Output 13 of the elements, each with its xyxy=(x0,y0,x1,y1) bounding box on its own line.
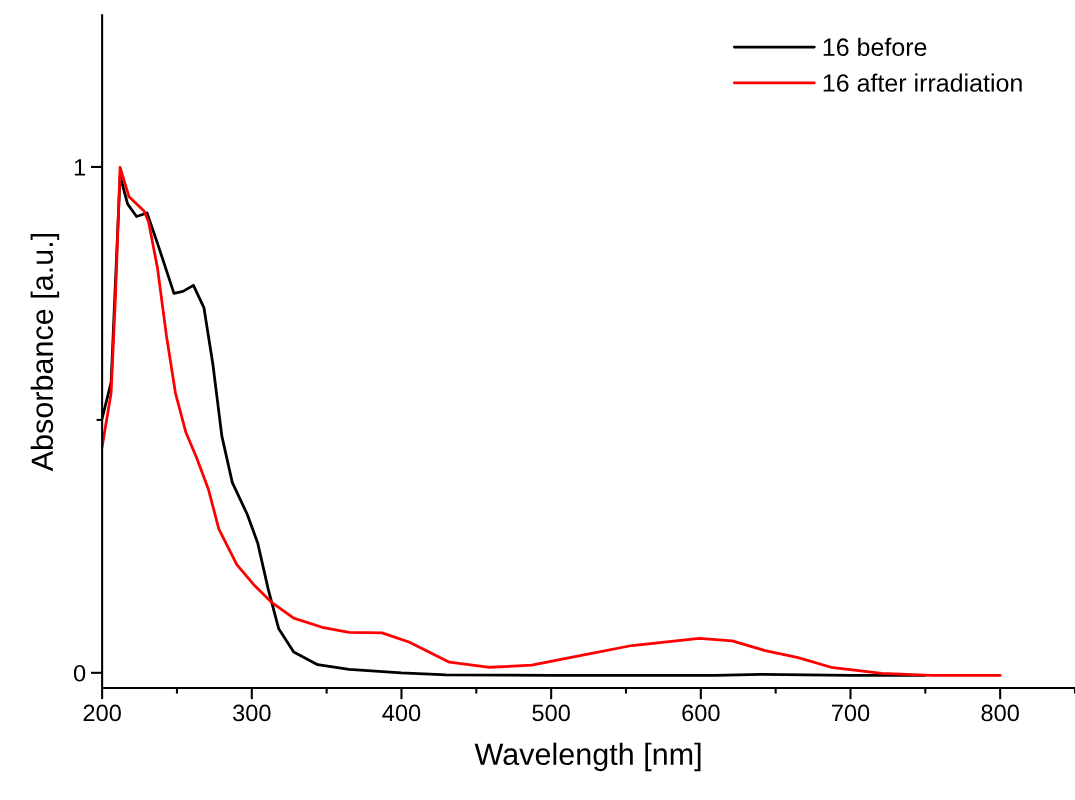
x-tick-label: 200 xyxy=(83,704,121,722)
x-tick-label: 400 xyxy=(382,704,421,722)
x-tick-label: 500 xyxy=(532,704,570,722)
y-axis-title: Absorbance [a.u.] xyxy=(30,234,60,472)
legend-label: 16 before xyxy=(823,37,927,57)
x-tick-label: 800 xyxy=(981,704,1019,722)
x-tick-label: 700 xyxy=(832,704,870,722)
y-tick-label: 1 xyxy=(74,159,85,176)
x-tick-label: 300 xyxy=(233,704,271,722)
x-axis-title: Wavelength [nm] xyxy=(474,742,701,772)
y-tick-label: 0 xyxy=(73,664,86,682)
legend-label: 16 after irradiation xyxy=(823,73,1022,92)
x-tick-label: 600 xyxy=(682,704,720,722)
